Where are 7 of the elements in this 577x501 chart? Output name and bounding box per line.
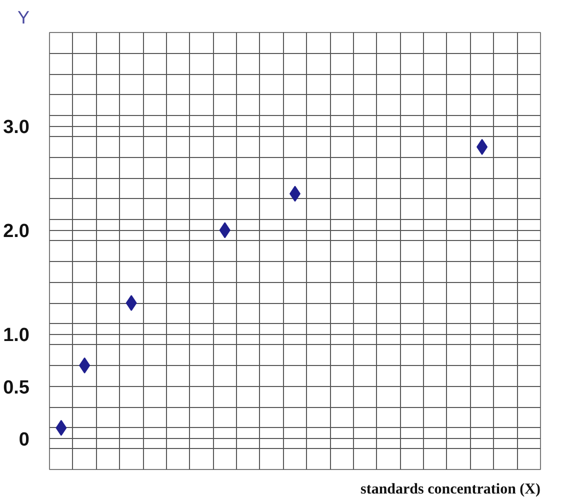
y-tick-label: 3.0 bbox=[3, 117, 30, 138]
y-tick-label: 0 bbox=[18, 429, 30, 450]
y-tick-label: 0.5 bbox=[3, 377, 30, 398]
x-axis-title: standards concentration (X) bbox=[360, 482, 541, 498]
y-tick-label: 2.0 bbox=[3, 221, 30, 242]
y-tick-label: 1.0 bbox=[3, 325, 30, 346]
y-axis-title: Y bbox=[18, 8, 30, 28]
